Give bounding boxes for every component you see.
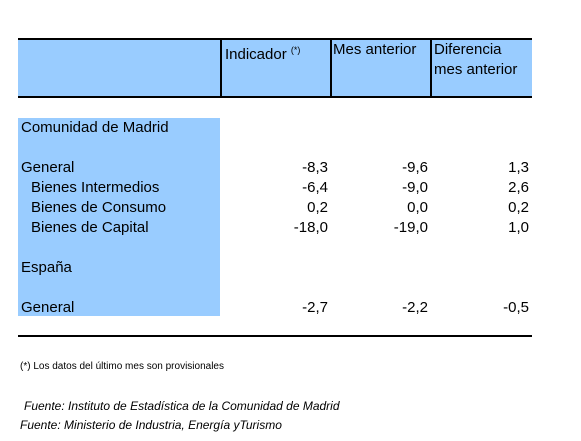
header-band (18, 38, 532, 98)
cell-value: 2,6 (508, 179, 529, 196)
source: Fuente: Ministerio de Industria, Energía… (20, 418, 282, 432)
cell-value: -9,6 (402, 159, 428, 176)
source: Fuente: Instituto de Estadística de la C… (24, 399, 340, 413)
cell-value: -18,0 (293, 219, 328, 236)
row-label: Bienes de Consumo (31, 199, 167, 216)
header-cell: Diferencia mes anterior (434, 41, 518, 78)
cell-value: 0,0 (407, 199, 428, 216)
row-label: Bienes de Capital (31, 219, 149, 236)
cell-value: 1,3 (508, 159, 529, 176)
header-cell: Indicador (*) (225, 40, 300, 65)
cell-value: 0,2 (508, 199, 529, 216)
label-column (18, 118, 220, 316)
column-rule (430, 38, 432, 98)
row-label: Bienes Intermedios (31, 179, 160, 196)
cell-value: -19,0 (393, 219, 428, 236)
header-text: Indicador (225, 46, 287, 63)
cell-value: -8,3 (302, 159, 328, 176)
cell-value: -0,5 (503, 299, 529, 316)
header-cell: Mes anterior (333, 41, 417, 58)
column-rule (220, 38, 222, 98)
section-title: Comunidad de Madrid (21, 119, 169, 136)
bottom-rule (18, 335, 532, 337)
cell-value: 0,2 (307, 199, 328, 216)
cell-value: -9,0 (402, 179, 428, 196)
cell-value: -2,7 (302, 299, 328, 316)
cell-value: -6,4 (302, 179, 328, 196)
row-label: General (21, 299, 75, 316)
note-mark: (*) (290, 45, 301, 55)
section-title: España (21, 259, 72, 276)
row-label: General (21, 159, 75, 176)
column-rule (330, 38, 332, 98)
cell-value: -2,2 (402, 299, 428, 316)
cell-value: 1,0 (508, 219, 529, 236)
footnote: (*) Los datos del último mes son provisi… (20, 361, 224, 372)
